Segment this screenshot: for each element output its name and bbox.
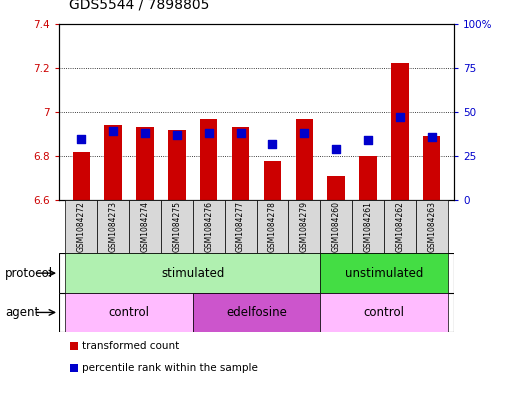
Bar bbox=[65, 293, 193, 332]
Point bbox=[332, 146, 340, 152]
Bar bbox=[288, 200, 320, 253]
Bar bbox=[384, 200, 416, 253]
Bar bbox=[391, 63, 409, 200]
Text: GSM1084278: GSM1084278 bbox=[268, 202, 277, 252]
Bar bbox=[70, 364, 77, 372]
Bar bbox=[320, 293, 448, 332]
Bar bbox=[327, 176, 345, 200]
Bar bbox=[193, 200, 225, 253]
Bar bbox=[352, 200, 384, 253]
Text: GSM1084261: GSM1084261 bbox=[364, 202, 372, 252]
Bar bbox=[225, 200, 256, 253]
Bar bbox=[65, 200, 97, 253]
Text: GSM1084260: GSM1084260 bbox=[331, 202, 341, 252]
Text: GSM1084276: GSM1084276 bbox=[204, 202, 213, 252]
Text: GDS5544 / 7898805: GDS5544 / 7898805 bbox=[69, 0, 210, 12]
Bar bbox=[200, 119, 218, 200]
Text: GSM1084263: GSM1084263 bbox=[427, 202, 436, 252]
Point bbox=[428, 134, 436, 140]
Bar bbox=[65, 253, 320, 293]
Point bbox=[173, 132, 181, 138]
Point bbox=[236, 130, 245, 136]
Text: GSM1084277: GSM1084277 bbox=[236, 202, 245, 252]
Text: GSM1084262: GSM1084262 bbox=[396, 202, 404, 252]
Bar bbox=[136, 127, 154, 200]
Text: GSM1084274: GSM1084274 bbox=[141, 202, 149, 252]
Bar bbox=[161, 200, 193, 253]
Bar bbox=[70, 342, 77, 350]
Point bbox=[396, 114, 404, 120]
Point bbox=[364, 137, 372, 143]
Bar bbox=[97, 200, 129, 253]
Text: stimulated: stimulated bbox=[161, 266, 225, 280]
Bar bbox=[72, 152, 90, 200]
Text: GSM1084272: GSM1084272 bbox=[77, 202, 86, 252]
Text: transformed count: transformed count bbox=[82, 341, 180, 351]
Bar bbox=[264, 161, 281, 200]
Bar bbox=[295, 119, 313, 200]
Point bbox=[109, 128, 117, 134]
Text: edelfosine: edelfosine bbox=[226, 306, 287, 319]
Bar bbox=[193, 293, 320, 332]
Bar bbox=[320, 200, 352, 253]
Text: control: control bbox=[109, 306, 150, 319]
Text: protocol: protocol bbox=[5, 266, 53, 280]
Bar bbox=[359, 156, 377, 200]
Point bbox=[300, 130, 308, 136]
Bar bbox=[129, 200, 161, 253]
Text: percentile rank within the sample: percentile rank within the sample bbox=[82, 363, 258, 373]
Text: GSM1084279: GSM1084279 bbox=[300, 202, 309, 252]
Bar bbox=[256, 200, 288, 253]
Point bbox=[205, 130, 213, 136]
Point bbox=[77, 135, 85, 141]
Text: control: control bbox=[363, 306, 404, 319]
Text: GSM1084273: GSM1084273 bbox=[109, 202, 117, 252]
Bar bbox=[416, 200, 448, 253]
Bar bbox=[423, 136, 441, 200]
Bar bbox=[232, 127, 249, 200]
Bar bbox=[320, 253, 448, 293]
Point bbox=[141, 130, 149, 136]
Point bbox=[268, 141, 277, 147]
Text: unstimulated: unstimulated bbox=[345, 266, 423, 280]
Bar bbox=[104, 125, 122, 200]
Text: GSM1084275: GSM1084275 bbox=[172, 202, 182, 252]
Bar bbox=[168, 130, 186, 200]
Text: agent: agent bbox=[5, 306, 40, 319]
